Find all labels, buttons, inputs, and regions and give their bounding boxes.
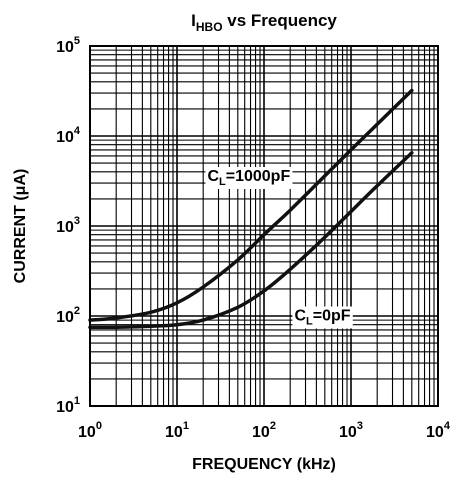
y-tick-label: 104 (56, 125, 81, 146)
tick-labels: 100 101 102 103 104 101 102 103 104 105 (56, 35, 451, 441)
chart-title-sub: HBO (196, 20, 223, 34)
series-line-1 (88, 88, 414, 322)
series-label-1: CL=1000pF (207, 168, 290, 188)
plot-frame (89, 45, 439, 407)
y-tick-label: 105 (56, 35, 80, 56)
series-line-2 (88, 151, 414, 330)
y-tick-label: 102 (56, 305, 80, 326)
chart-title-main: I (191, 11, 196, 30)
grid (89, 46, 438, 407)
chart-title: IHBO vs Frequency (191, 11, 337, 34)
series-label-background (292, 306, 353, 329)
chart-title-rest: vs Frequency (223, 11, 338, 30)
x-tick-label: 104 (426, 420, 451, 441)
x-tick-label: 103 (339, 420, 363, 441)
y-tick-label: 101 (56, 395, 80, 416)
series-label-2: CL=0pF (294, 308, 350, 328)
x-tick-label: 100 (78, 420, 102, 441)
series-lines (88, 88, 414, 330)
x-axis-label: FREQUENCY (kHz) (192, 456, 336, 473)
x-tick-label: 101 (165, 420, 189, 441)
x-tick-label: 102 (252, 420, 276, 441)
series-labels: CL=1000pF CL=0pF (205, 167, 353, 329)
series-label-background (205, 167, 293, 189)
y-tick-label: 103 (56, 215, 80, 236)
y-axis-label: CURRENT (μA) (12, 169, 29, 284)
